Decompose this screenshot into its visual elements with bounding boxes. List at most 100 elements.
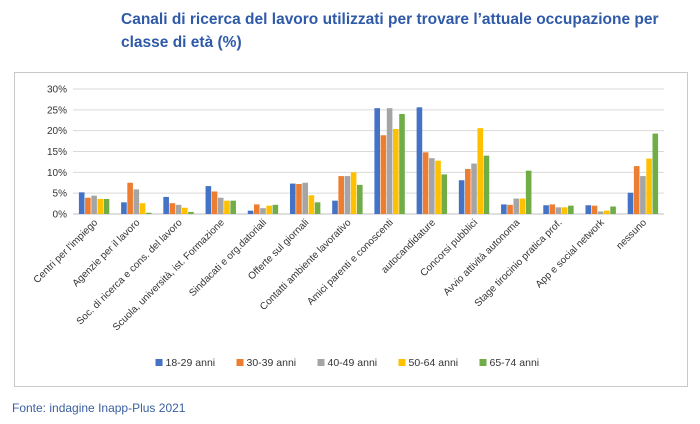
bar bbox=[477, 128, 484, 214]
bar bbox=[230, 200, 236, 214]
bar bbox=[604, 210, 610, 214]
bar bbox=[597, 211, 604, 214]
bar bbox=[350, 172, 357, 214]
x-tick-label: App e social network bbox=[534, 217, 608, 291]
bar-chart: 0% 5% 10% 15% 20% 25% 30% Centri per l'impiego… bbox=[32, 85, 664, 369]
bar bbox=[224, 200, 230, 214]
bar bbox=[97, 199, 104, 214]
bar bbox=[175, 204, 182, 214]
legend-label: 65-74 anni bbox=[490, 357, 540, 369]
y-tick-label: 20% bbox=[47, 126, 67, 137]
bar bbox=[211, 191, 218, 214]
y-tick-label: 10% bbox=[47, 168, 67, 179]
x-tick-label: Amici parenti e conoscenti bbox=[305, 217, 395, 307]
bar bbox=[145, 212, 152, 214]
bar bbox=[561, 207, 568, 214]
source-note: Fonte: indagine Inapp-Plus 2021 bbox=[12, 401, 186, 415]
bar bbox=[507, 204, 513, 214]
bar bbox=[471, 163, 477, 214]
bar bbox=[441, 174, 448, 214]
y-tick-label: 5% bbox=[53, 189, 68, 200]
bar bbox=[465, 169, 471, 214]
bar bbox=[519, 198, 526, 214]
bar bbox=[139, 203, 146, 214]
legend-label: 30-39 anni bbox=[247, 357, 297, 369]
bar bbox=[314, 202, 321, 214]
legend-swatch bbox=[236, 359, 244, 366]
bar bbox=[543, 205, 549, 214]
y-axis: 0% 5% 10% 15% 20% 25% 30% bbox=[47, 85, 67, 221]
y-tick-label: 30% bbox=[47, 85, 67, 96]
bar bbox=[640, 176, 646, 214]
y-tick-label: 15% bbox=[47, 147, 67, 158]
bar bbox=[356, 184, 363, 214]
bar bbox=[646, 158, 652, 214]
legend: 18-29 anni 30-39 anni 40-49 anni 50-64 anni… bbox=[155, 357, 540, 369]
legend-swatch bbox=[317, 359, 325, 366]
bar bbox=[501, 204, 507, 214]
bar bbox=[103, 199, 110, 214]
legend-label: 40-49 anni bbox=[328, 357, 378, 369]
chart-frame bbox=[14, 72, 688, 387]
bar bbox=[163, 196, 169, 214]
bar bbox=[525, 170, 532, 214]
bar bbox=[181, 207, 188, 214]
bar bbox=[610, 206, 616, 214]
bar bbox=[380, 135, 387, 214]
bar bbox=[591, 205, 598, 214]
y-tick-label: 25% bbox=[47, 105, 67, 116]
chart-title: Canali di ricerca del lavoro utilizzati … bbox=[121, 11, 659, 51]
bar bbox=[217, 197, 224, 214]
bar bbox=[85, 197, 91, 214]
bar bbox=[169, 203, 176, 214]
legend-swatch bbox=[155, 359, 163, 366]
bar bbox=[78, 192, 85, 214]
legend-label: 18-29 anni bbox=[166, 357, 216, 369]
bar bbox=[374, 108, 381, 214]
bar bbox=[416, 107, 423, 214]
bar bbox=[513, 198, 520, 214]
bar bbox=[253, 204, 260, 214]
bar bbox=[91, 195, 97, 214]
x-tick-label: nessuno bbox=[614, 217, 649, 252]
bars bbox=[78, 107, 659, 214]
x-tick-label: Sindacati e org.datoriali bbox=[187, 217, 269, 299]
bar bbox=[652, 133, 659, 214]
bar bbox=[188, 211, 194, 214]
bar bbox=[308, 195, 315, 214]
legend-swatch bbox=[479, 359, 487, 366]
bar bbox=[429, 158, 435, 214]
bar bbox=[338, 176, 344, 214]
bar bbox=[435, 160, 441, 214]
bar bbox=[266, 205, 272, 214]
bar bbox=[386, 108, 393, 214]
x-tick-label: Avvio attività autonoma bbox=[442, 217, 523, 298]
bar bbox=[585, 205, 592, 214]
bar bbox=[260, 208, 266, 214]
x-tick-label: Stage tirocinio pratica prof. bbox=[473, 217, 565, 309]
bar bbox=[568, 205, 574, 214]
legend-swatch bbox=[398, 359, 406, 366]
bar bbox=[422, 152, 429, 214]
bar bbox=[272, 204, 279, 214]
bar bbox=[302, 182, 308, 214]
bar bbox=[627, 192, 634, 214]
bar bbox=[296, 184, 302, 214]
bar bbox=[458, 180, 465, 214]
bar bbox=[344, 176, 351, 214]
bar bbox=[121, 202, 127, 214]
legend-label: 50-64 anni bbox=[409, 357, 459, 369]
bar bbox=[289, 183, 296, 214]
bar bbox=[555, 207, 562, 214]
bar bbox=[483, 155, 490, 214]
bar bbox=[332, 200, 338, 214]
gridlines bbox=[73, 88, 664, 215]
bar bbox=[633, 166, 640, 214]
bar bbox=[127, 182, 133, 214]
bar bbox=[549, 204, 556, 214]
y-tick-label: 0% bbox=[53, 210, 68, 221]
bar bbox=[133, 189, 140, 214]
bar bbox=[393, 129, 399, 214]
bar bbox=[247, 210, 254, 214]
